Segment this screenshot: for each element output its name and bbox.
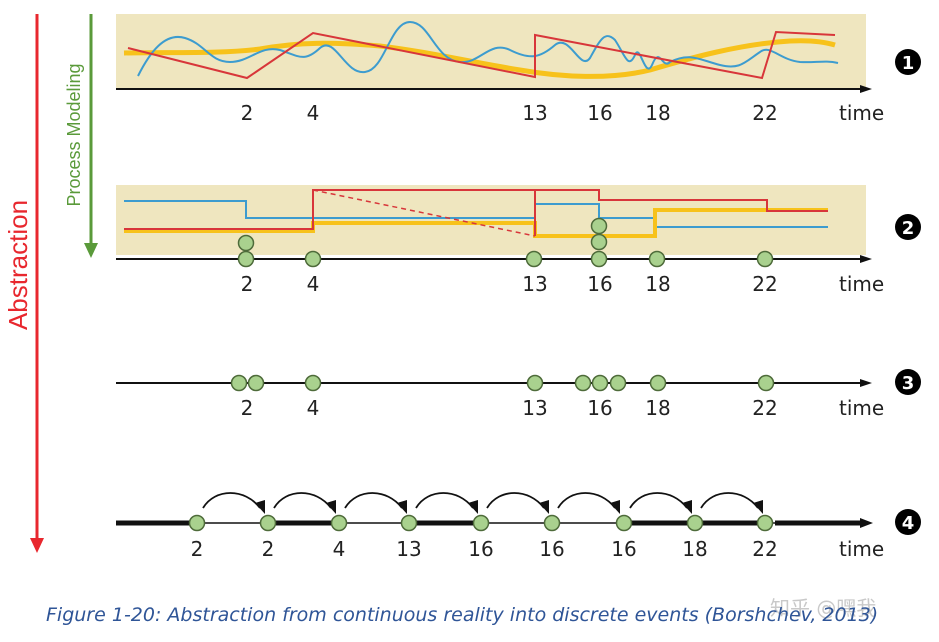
panel-3-tick-label: 18	[645, 396, 670, 420]
panel-3-event	[757, 374, 775, 392]
panel-1-tick-label: 22	[752, 101, 777, 125]
panel-4-event	[400, 514, 418, 532]
panel-2-event	[237, 250, 255, 268]
panel-2-event	[756, 250, 774, 268]
panel-4-event	[330, 514, 348, 532]
panel-2-event	[237, 234, 255, 252]
panel-1-axis-arrowhead	[860, 85, 872, 93]
panel-3	[116, 374, 872, 392]
panel-2-tick-label: 16	[587, 272, 612, 296]
panel-4-tick-label: 2	[262, 537, 275, 561]
panel-2-red-steps	[124, 189, 828, 236]
panel-4-event	[259, 514, 277, 532]
panel-4	[116, 492, 873, 532]
panel-4-hop-arrowheads	[255, 500, 763, 514]
panel-1-red-sawtooth	[127, 30, 836, 80]
panel-2-red-dashed	[312, 189, 536, 237]
panel-1-blue-curve	[137, 20, 839, 77]
panel-1-yellow-curve	[123, 38, 836, 79]
panel-2-time-label: time	[839, 272, 884, 296]
panel-3-event	[591, 374, 609, 392]
panel-2-tick-label: 18	[645, 272, 670, 296]
panel-4-time-label: time	[839, 537, 884, 561]
abstraction-label: Abstraction	[3, 200, 33, 330]
panel-2-background	[116, 185, 866, 255]
panel-2-event	[590, 217, 608, 235]
panel-1	[116, 14, 872, 93]
panel-2-event	[525, 250, 543, 268]
panel-4-number: 4	[902, 513, 915, 534]
panel-4-event	[188, 514, 206, 532]
panel-4-tick-label: 2	[191, 537, 204, 561]
panel-3-tick-label: 22	[752, 396, 777, 420]
panel-2-tick-label: 22	[752, 272, 777, 296]
panel-3-event	[247, 374, 265, 392]
panel-4-tick-label: 22	[752, 537, 777, 561]
panel-1-tick-label: 18	[645, 101, 670, 125]
abstraction-arrow: Abstraction	[3, 14, 44, 553]
panel-4-tick-label: 16	[539, 537, 564, 561]
panel-1-tick-label: 4	[307, 101, 320, 125]
panel-2-number-badge	[895, 214, 921, 240]
panel-3-event	[574, 374, 592, 392]
panel-2	[116, 185, 872, 268]
panel-3-event	[304, 374, 322, 392]
panel-4-number-badge	[895, 509, 921, 535]
panel-3-axis-arrowhead	[860, 379, 872, 387]
panel-2-axis-arrowhead	[860, 255, 872, 263]
watermark: 知乎 @嘿我	[770, 596, 877, 620]
panel-3-event	[526, 374, 544, 392]
panel-3-tick-label: 2	[241, 396, 254, 420]
panel-4-tick-label: 16	[611, 537, 636, 561]
panel-4-event	[615, 514, 633, 532]
panel-3-event	[609, 374, 627, 392]
panel-3-number: 3	[902, 373, 915, 394]
panel-number-badges: 1 2 3 4	[895, 49, 921, 535]
panel-1-tick-label: 16	[587, 101, 612, 125]
panel-3-tick-label: 13	[522, 396, 547, 420]
panel-1-time-label: time	[839, 101, 884, 125]
panel-2-tick-label: 13	[522, 272, 547, 296]
panel-2-event	[304, 250, 322, 268]
panel-4-tick-label: 16	[468, 537, 493, 561]
panel-4-event	[543, 514, 561, 532]
process-modeling-arrow: Process Modeling	[64, 14, 98, 258]
panel-4-event	[686, 514, 704, 532]
panel-3-tick-label: 4	[307, 396, 320, 420]
panel-4-tick-label: 13	[396, 537, 421, 561]
panel-4-event	[472, 514, 490, 532]
panel-2-event	[590, 233, 608, 251]
panel-2-event	[590, 250, 608, 268]
panel-4-tick-label: 4	[333, 537, 346, 561]
panel-2-tick-label: 4	[307, 272, 320, 296]
panel-3-number-badge	[895, 369, 921, 395]
panel-2-event	[648, 250, 666, 268]
panel-1-tick-label: 2	[241, 101, 254, 125]
panel-3-tick-label: 16	[587, 396, 612, 420]
panel-4-axis-arrowhead	[860, 518, 873, 528]
panel-4-tick-label: 18	[682, 537, 707, 561]
panel-3-event	[649, 374, 667, 392]
panel-2-number: 2	[902, 218, 915, 239]
panel-1-tick-label: 13	[522, 101, 547, 125]
process-modeling-label: Process Modeling	[64, 63, 84, 206]
panel-2-tick-label: 2	[241, 272, 254, 296]
panel-4-event	[756, 514, 774, 532]
panel-3-event	[230, 374, 248, 392]
panel-1-number-badge	[895, 49, 921, 75]
panel-4-hop-arrows	[202, 492, 759, 509]
panel-1-number: 1	[902, 53, 915, 74]
figure-caption: Figure 1-20: Abstraction from continuous…	[46, 604, 879, 626]
panel-3-time-label: time	[839, 396, 884, 420]
